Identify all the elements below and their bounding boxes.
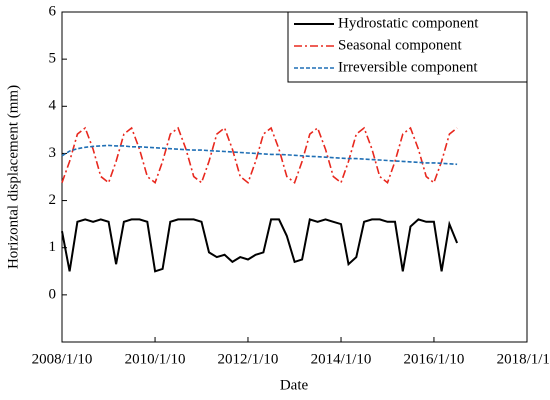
y-tick-label: 1: [49, 239, 57, 255]
series-line: [61, 126, 458, 185]
x-tick-label: 2018/1/10: [497, 351, 550, 367]
y-tick-label: 5: [49, 51, 57, 67]
x-tick-label: 2008/1/10: [32, 351, 93, 367]
y-tick-label: 4: [49, 98, 57, 114]
y-axis-label: Horizontal displacement (mm): [5, 85, 21, 269]
x-tick-label: 2014/1/10: [311, 351, 372, 367]
x-tick-label: 2012/1/10: [218, 351, 279, 367]
legend-label: Hydrostatic component: [338, 15, 479, 31]
y-tick-label: 3: [49, 145, 57, 161]
y-tick-label: 0: [49, 286, 57, 302]
x-tick-label: 2010/1/10: [125, 351, 186, 367]
x-tick-label: 2016/1/10: [404, 351, 465, 367]
x-axis-label: Date: [280, 377, 309, 393]
series-line: [61, 218, 459, 273]
series-line: [61, 144, 458, 166]
legend-label: Irreversible component: [338, 59, 478, 75]
y-tick-label: 6: [49, 3, 57, 19]
legend-label: Seasonal component: [338, 37, 463, 53]
y-tick-label: 2: [49, 192, 57, 208]
